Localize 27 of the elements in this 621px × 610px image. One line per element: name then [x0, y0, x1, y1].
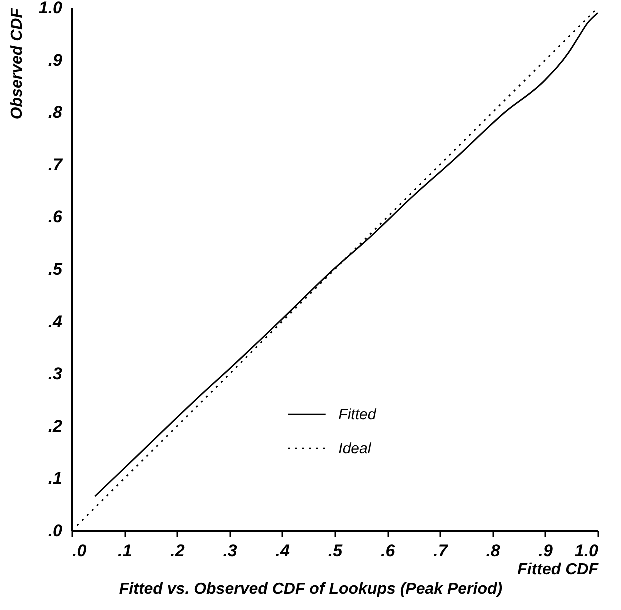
y-tick-label: .1: [48, 469, 62, 488]
x-tick-label: .9: [538, 542, 554, 560]
x-tick-label: .7: [434, 542, 450, 560]
legend-label: Ideal: [338, 440, 372, 458]
x-axis-title: Fitted CDF: [518, 562, 600, 578]
y-tick-label: 1.0: [38, 0, 64, 18]
x-tick-label: .0: [72, 542, 88, 560]
y-tick-label: .6: [48, 208, 64, 227]
text: Fitted vs. Observed CDF of Lookups (Peak Period): [119, 581, 503, 598]
y-tick-label: .9: [48, 50, 64, 70]
x-tick-label: .5: [328, 542, 344, 560]
y-tick-label: .2: [48, 416, 64, 436]
x-tick-label: .1: [118, 542, 132, 560]
x-tick-label: 1.0: [574, 542, 600, 560]
y-tick-label: .3: [48, 364, 64, 384]
x-tick-label: .4: [276, 542, 291, 560]
x-tick-label: .6: [381, 542, 396, 560]
x-tick-label: .3: [223, 542, 238, 560]
x-tick-label: .8: [486, 542, 501, 560]
x-tick-label: .2: [170, 542, 186, 560]
legend-label: Fitted: [338, 406, 377, 424]
y-tick-label: .7: [48, 155, 64, 174]
y-tick-label: .5: [48, 260, 64, 279]
y-tick-label: .8: [48, 103, 64, 122]
y-axis-title: Observed CDF: [8, 7, 26, 120]
y-tick-label: .0: [48, 522, 64, 540]
y-tick-label: .4: [48, 312, 64, 332]
